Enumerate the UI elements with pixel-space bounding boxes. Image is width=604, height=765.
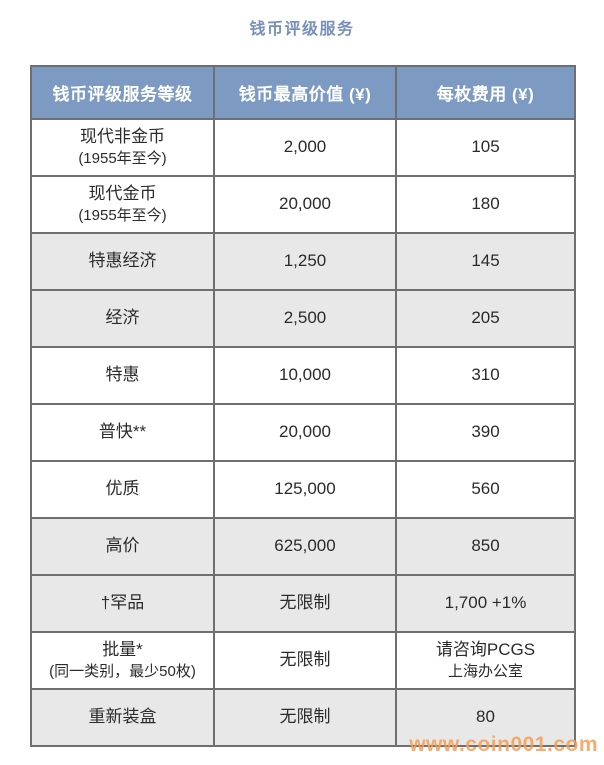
max-value-cell: 2,000	[213, 118, 397, 177]
column-header-max-value: 钱币最高价值 (¥)	[213, 65, 397, 120]
coin-grading-pricing-table: 钱币评级服务等级 钱币最高价值 (¥) 每枚费用 (¥) 现代非金币 (1955年…	[30, 65, 576, 747]
tier-cell: 批量* (同一类别，最少50枚)	[30, 631, 215, 690]
tier-cell: 现代非金币 (1955年至今)	[30, 118, 215, 177]
max-value-cell: 2,500	[213, 289, 397, 348]
tier-cell: 特惠	[30, 346, 215, 405]
fee-cell: 310	[395, 346, 576, 405]
tier-label: 批量*	[102, 640, 143, 660]
table-row: 高价 625,000 850	[30, 517, 576, 576]
fee-cell: 560	[395, 460, 576, 519]
fee-cell: 390	[395, 403, 576, 462]
tier-label: 现代金币	[88, 184, 157, 204]
tier-cell: 普快**	[30, 403, 215, 462]
table-row: †罕品 无限制 1,700 +1%	[30, 574, 576, 633]
fee-note: 上海办公室	[447, 663, 523, 681]
fee-cell: 145	[395, 232, 576, 291]
table-row: 现代非金币 (1955年至今) 2,000 105	[30, 118, 576, 177]
max-value-cell: 20,000	[213, 175, 397, 234]
max-value-cell: 125,000	[213, 460, 397, 519]
fee-cell: 105	[395, 118, 576, 177]
table-row: 特惠经济 1,250 145	[30, 232, 576, 291]
tier-label: 特惠经济	[88, 251, 157, 271]
tier-cell: 经济	[30, 289, 215, 348]
tier-label: 普快**	[98, 422, 147, 442]
max-value-cell: 625,000	[213, 517, 397, 576]
tier-cell: †罕品	[30, 574, 215, 633]
tier-label: 特惠	[105, 365, 140, 385]
table-row: 现代金币 (1955年至今) 20,000 180	[30, 175, 576, 234]
fee-cell: 850	[395, 517, 576, 576]
tier-note: (同一类别，最少50枚)	[49, 663, 196, 681]
tier-note: (1955年至今)	[78, 150, 167, 168]
tier-note: (1955年至今)	[78, 207, 167, 225]
max-value-cell: 无限制	[213, 574, 397, 633]
fee-cell: 80	[395, 688, 576, 747]
table-row: 特惠 10,000 310	[30, 346, 576, 405]
tier-cell: 特惠经济	[30, 232, 215, 291]
max-value-cell: 1,250	[213, 232, 397, 291]
column-header-tier: 钱币评级服务等级	[30, 65, 215, 120]
fee-cell: 请咨询PCGS 上海办公室	[395, 631, 576, 690]
max-value-cell: 10,000	[213, 346, 397, 405]
tier-cell: 现代金币 (1955年至今)	[30, 175, 215, 234]
tier-cell: 高价	[30, 517, 215, 576]
fee-cell: 1,700 +1%	[395, 574, 576, 633]
table-row: 经济 2,500 205	[30, 289, 576, 348]
table-row: 批量* (同一类别，最少50枚) 无限制 请咨询PCGS 上海办公室	[30, 631, 576, 690]
max-value-cell: 20,000	[213, 403, 397, 462]
tier-cell: 优质	[30, 460, 215, 519]
max-value-cell: 无限制	[213, 688, 397, 747]
fee-cell: 180	[395, 175, 576, 234]
page-title: 钱币评级服务	[249, 21, 355, 38]
tier-label: 经济	[105, 308, 140, 328]
tier-label: †罕品	[100, 593, 145, 613]
table-row: 重新装盒 无限制 80	[30, 688, 576, 747]
watermark-coin001: www.coin001.com	[409, 733, 598, 756]
table-body: 现代非金币 (1955年至今) 2,000 105 现代金币 (1955年至今) 2…	[30, 118, 576, 747]
column-header-fee: 每枚费用 (¥)	[395, 65, 576, 120]
fee-cell: 205	[395, 289, 576, 348]
tier-label: 高价	[105, 536, 140, 556]
tier-cell: 重新装盒	[30, 688, 215, 747]
table-header-row: 钱币评级服务等级 钱币最高价值 (¥) 每枚费用 (¥)	[30, 65, 576, 120]
tier-label: 现代非金币	[80, 127, 165, 147]
tier-label: 优质	[105, 479, 140, 499]
tier-label: 重新装盒	[88, 707, 157, 727]
table-row: 优质 125,000 560	[30, 460, 576, 519]
table-row: 普快** 20,000 390	[30, 403, 576, 462]
max-value-cell: 无限制	[213, 631, 397, 690]
fee-label: 请咨询PCGS	[435, 640, 536, 660]
